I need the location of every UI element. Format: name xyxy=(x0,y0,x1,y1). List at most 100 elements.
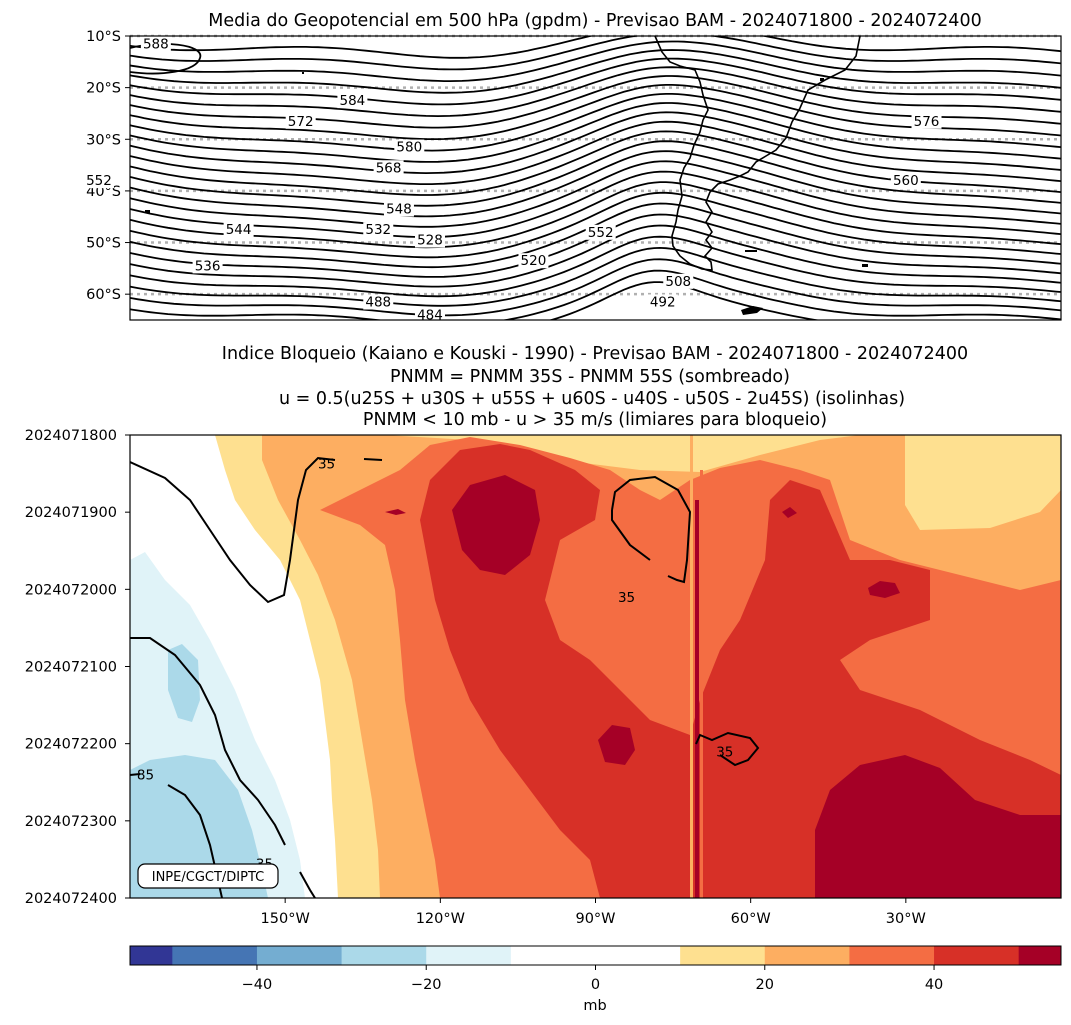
contour-label: 552 xyxy=(86,173,112,189)
contour-label-bg xyxy=(585,224,616,240)
geopotential-contour xyxy=(130,224,1061,288)
geopotential-contour xyxy=(130,281,822,320)
time-tick-label: 2024072200 xyxy=(25,737,117,753)
isoline-label: 35 xyxy=(318,457,335,473)
geopotential-contour xyxy=(130,102,1061,163)
colorbar-segment xyxy=(256,946,343,965)
lon-tick-label: 30°W xyxy=(886,911,926,927)
shade-50-plus-b xyxy=(598,725,635,765)
colorbar-segment xyxy=(130,946,173,965)
u-isoline-5 xyxy=(695,731,760,767)
colorbar-segment xyxy=(510,946,596,965)
geopotential-contours xyxy=(130,36,1061,320)
lon-tick-label: 60°W xyxy=(731,911,771,927)
colorbar-tick-label: 20 xyxy=(756,977,774,993)
colorbar-tick-label: −20 xyxy=(411,977,442,993)
lat-tick-label: 10°S xyxy=(86,29,121,45)
colorbar-segment xyxy=(680,946,766,965)
contour-label: 536 xyxy=(195,258,221,274)
colorbar-segment xyxy=(849,946,935,965)
contour-label: 520 xyxy=(521,253,547,269)
shade-50-plus-c xyxy=(815,755,1061,898)
colorbar-segment xyxy=(426,946,512,965)
contour-label-bg xyxy=(363,294,394,310)
lon-tick-label: 90°W xyxy=(575,911,615,927)
geopotential-contour xyxy=(130,40,1061,82)
contour-label-bg xyxy=(647,294,678,310)
contour-label: 528 xyxy=(417,233,443,249)
contour-label: 484 xyxy=(417,307,443,323)
contour-label-bg xyxy=(337,93,368,109)
shade-50-plus-d xyxy=(868,581,900,598)
shade-minus20-a xyxy=(168,644,200,722)
contour-label-bg xyxy=(223,222,254,238)
shade-andes-streak-3 xyxy=(700,470,703,898)
shade-andes-streak xyxy=(690,435,693,898)
isoline-label: 85 xyxy=(137,768,154,784)
contour-label: 560 xyxy=(893,173,919,189)
isoline-label: 35 xyxy=(716,744,733,760)
contour-label: 488 xyxy=(365,295,391,311)
shade-minus20-b xyxy=(130,755,268,898)
colorbar-label: mb xyxy=(583,998,606,1014)
credit-frame xyxy=(137,863,279,889)
geopotential-contour xyxy=(130,36,1061,59)
contour-label: 584 xyxy=(340,93,366,109)
time-tick-label: 2024072300 xyxy=(25,814,117,830)
time-tick-label: 2024072400 xyxy=(25,891,117,907)
time-tick-label: 2024071800 xyxy=(25,428,117,444)
top-chart-title: Media do Geopotencial em 500 hPa (gpdm) … xyxy=(208,11,981,31)
geopotential-contour xyxy=(130,93,1061,152)
colorbar: −40 −20 0 20 40 xyxy=(129,945,1062,993)
geopotential-contour xyxy=(130,258,1061,317)
contour-label-bg xyxy=(192,258,223,274)
contour-label-bg xyxy=(394,139,425,155)
contour-label-bg xyxy=(911,113,942,129)
colorbar-tick-label: −40 xyxy=(242,977,273,993)
top-plot-frame xyxy=(129,35,1062,321)
geopotential-contour xyxy=(130,191,1061,259)
contour-label-bg xyxy=(518,253,549,269)
colorbar-segment xyxy=(764,946,850,965)
bottom-title-line-4: PNMM < 10 mb - u > 35 m/s (limiares para… xyxy=(363,410,827,430)
geopotential-contour xyxy=(130,140,1061,207)
colorbar-segment xyxy=(1018,946,1062,965)
geopotential-contour xyxy=(130,57,1061,106)
contour-label-bg xyxy=(285,113,316,129)
contour-label: 544 xyxy=(226,222,252,238)
contour-label-bg xyxy=(414,232,445,248)
bottom-plot-area xyxy=(130,435,1061,898)
u-isoline-1 xyxy=(130,456,336,604)
lat-tick-label: 20°S xyxy=(86,81,121,97)
u-isoline-3 xyxy=(611,475,692,584)
geopotential-contour xyxy=(130,36,1061,71)
bottom-title-line-1: Indice Bloqueio (Kaiano e Kouski - 1990)… xyxy=(222,344,968,364)
contour-label-bg xyxy=(663,273,694,289)
geopotential-contour xyxy=(130,246,1061,307)
geopotential-contour xyxy=(130,269,1061,320)
u-isoline-8 xyxy=(130,773,141,776)
contour-label: 492 xyxy=(650,295,676,311)
contour-label: 572 xyxy=(288,114,314,130)
colorbar-segment xyxy=(595,946,681,965)
bottom-plot-frame xyxy=(129,434,1062,899)
bottom-chart-title: Indice Bloqueio (Kaiano e Kouski - 1990)… xyxy=(222,344,968,430)
contour-label-bg xyxy=(890,173,921,189)
lat-tick-label: 50°S xyxy=(86,236,121,252)
shade-andes-streak-2 xyxy=(695,500,699,898)
contour-label: 588 xyxy=(143,36,169,52)
shade-50-plus-a xyxy=(452,475,540,575)
u-isoline-6 xyxy=(130,637,286,846)
colorbar-tick-label: 40 xyxy=(925,977,943,993)
isoline-label: 35 xyxy=(618,590,635,606)
geopotential-contour xyxy=(130,120,1061,185)
contour-label-bg xyxy=(383,201,414,217)
contour-label: 568 xyxy=(376,160,402,176)
longitude-ticks: 150°W 120°W 90°W 60°W 30°W xyxy=(261,898,926,927)
contour-label: 532 xyxy=(365,222,391,238)
contour-label-bg xyxy=(140,36,171,52)
time-tick-label: 2024072000 xyxy=(25,582,117,598)
contour-label-bg xyxy=(373,160,404,176)
contour-label-bg xyxy=(414,307,445,323)
lon-tick-label: 120°W xyxy=(416,911,465,927)
